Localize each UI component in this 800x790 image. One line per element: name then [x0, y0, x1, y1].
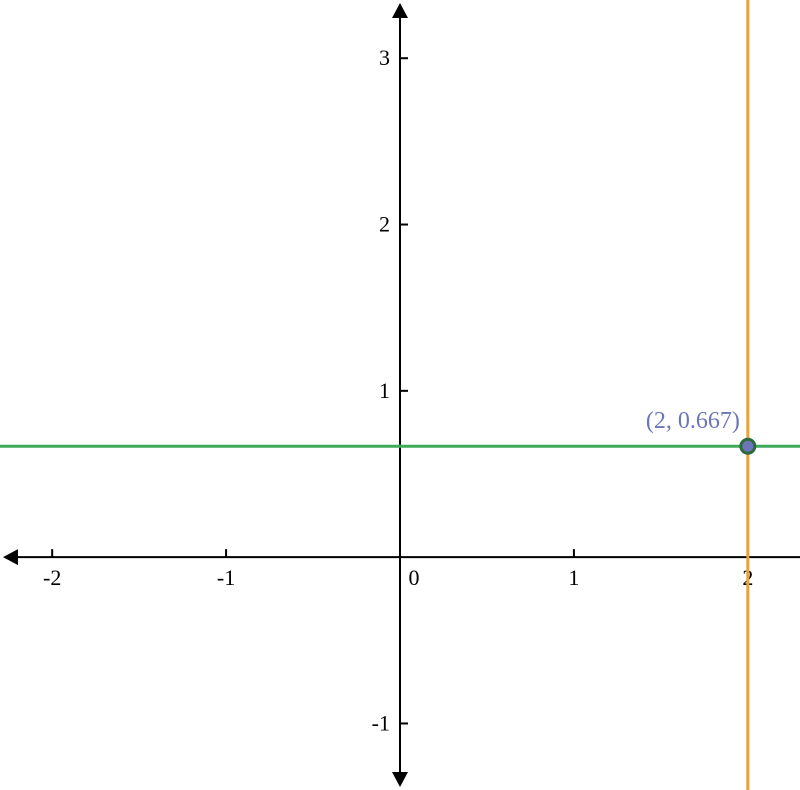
- x-tick-label: 1: [568, 565, 579, 590]
- chart-svg: -2-112-11230(2, 0.667): [0, 0, 800, 790]
- y-tick-label: 3: [379, 45, 390, 70]
- intersection-point: [741, 439, 755, 453]
- origin-label: 0: [409, 565, 420, 590]
- coordinate-plane-chart: -2-112-11230(2, 0.667): [0, 0, 800, 790]
- y-tick-label: 1: [379, 378, 390, 403]
- point-label: (2, 0.667): [646, 408, 740, 434]
- y-tick-label: -1: [372, 710, 390, 735]
- x-tick-label: -1: [217, 565, 235, 590]
- x-tick-label: -2: [43, 565, 61, 590]
- y-tick-label: 2: [379, 212, 390, 237]
